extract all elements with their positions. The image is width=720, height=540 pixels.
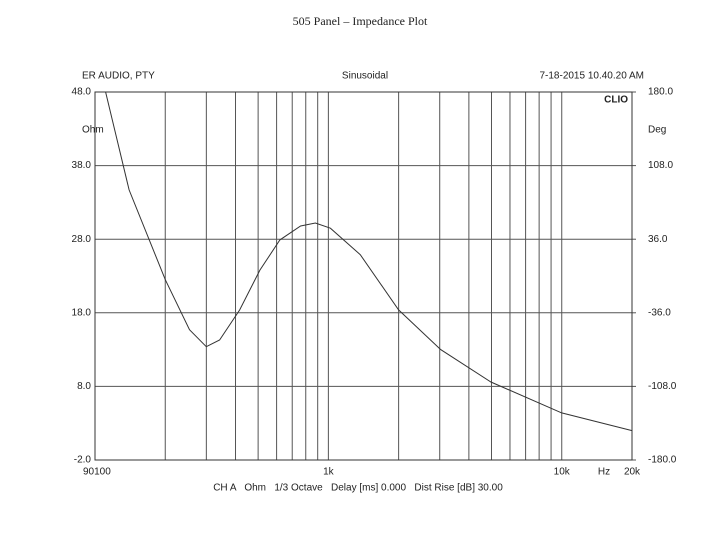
y2-tick-label: 180.0 — [648, 87, 673, 98]
x-axis-label: Hz — [598, 467, 610, 478]
header-right: 7-18-2015 10.40.20 AM — [539, 71, 644, 82]
y2-tick-label: 108.0 — [648, 160, 673, 171]
y-tick-label: 38.0 — [72, 160, 92, 171]
x-tick-label: 1k — [323, 467, 335, 478]
y-axis-label: Ohm — [82, 125, 104, 136]
y2-axis-label: Deg — [648, 125, 666, 136]
plot-frame — [94, 91, 633, 461]
y2-tick-label: 36.0 — [648, 234, 668, 245]
x-tick-label: 20k — [624, 467, 641, 478]
y2-tick-label: -180.0 — [648, 455, 677, 466]
y2-tick-label: -36.0 — [648, 307, 671, 318]
brand: CLIO — [604, 95, 628, 106]
x-tick-label: 10k — [554, 467, 571, 478]
impedance-line — [105, 91, 633, 432]
y-tick-label: 28.0 — [72, 234, 92, 245]
x-tick-label: 90100 — [83, 467, 111, 478]
y2-tick-label: -108.0 — [648, 381, 677, 392]
chart-title: 505 Panel – Impedance Plot — [293, 14, 428, 28]
y-tick-label: 48.0 — [72, 87, 92, 98]
header-left: ER AUDIO, PTY — [82, 71, 155, 82]
header-center: Sinusoidal — [342, 71, 388, 82]
y-tick-label: -2.0 — [74, 455, 92, 466]
y-tick-label: 18.0 — [72, 307, 92, 318]
y-tick-label: 8.0 — [77, 381, 91, 392]
footer: CH A Ohm 1/3 Octave Delay [ms] 0.000 Dis… — [213, 483, 503, 494]
